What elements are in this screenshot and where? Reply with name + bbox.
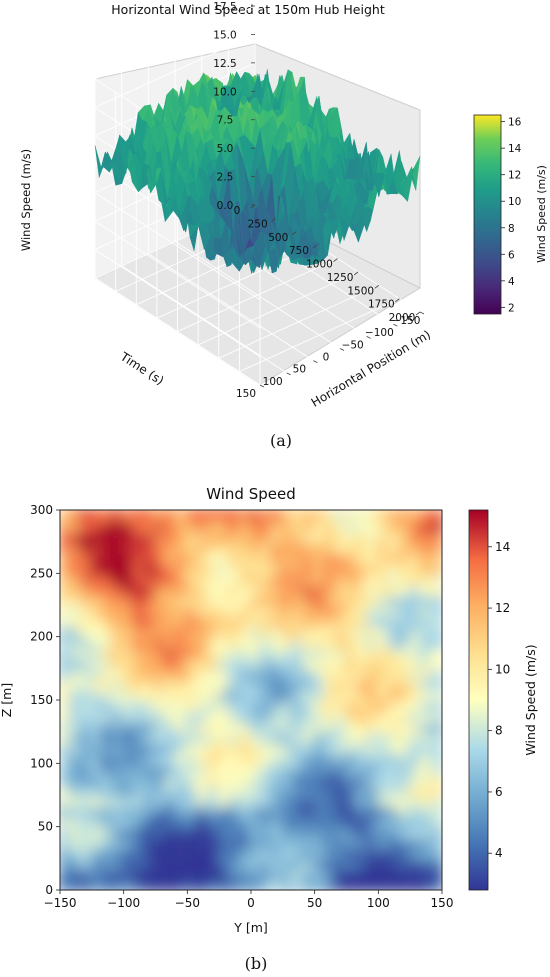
colorbar-a [473,114,502,315]
position-tick-mark [339,348,345,351]
position-tick-mark [259,384,265,388]
time-tick-mark [292,231,297,236]
heatmap-y-tick-label: 0 [45,883,53,897]
colorbar-a-tick-label: 14 [508,143,522,155]
time-tick-mark [271,218,276,222]
heatmap-y-tick-label: 300 [30,503,53,517]
z-tick-label: 2.5 [217,172,234,184]
z-tick-label: 10.0 [213,86,236,98]
position-tick-mark [366,335,371,339]
heatmap-cells [60,510,442,890]
colorbar-a-tick-label: 8 [508,223,515,235]
z-tick-label: 15.0 [213,29,236,41]
panel-a-label: (a) [270,431,292,450]
time-tick-label: 500 [268,232,288,244]
z-tick-label: 0.0 [217,200,234,212]
heatmap-y-tick-label: 250 [30,566,53,580]
z-axis-ticks: 0.0 2.5 5.0 7.5 10.0 12.5 15.0 17.5 [213,1,255,212]
colorbar-a-tick-label: 16 [508,117,522,129]
colorbar-a-tick-label: 12 [508,170,521,182]
time-tick-label: 1000 [306,259,333,271]
colorbar-b [468,509,489,891]
heatmap-x-tick-label: 100 [367,896,390,910]
colorbar-b-tick-label: 10 [495,662,510,676]
heatmap-y-ticks: 0 50 100 150 200 250 300 [30,503,60,897]
time-axis-label: Time (s) [117,349,166,388]
position-tick-mark [419,311,425,315]
colorbar-a-tick-label: 2 [508,302,515,314]
heatmap-y-label: Z [m] [0,683,14,717]
z-tick-label: 17.5 [213,1,236,13]
colorbar-b-ticks: 4 6 8 10 12 14 [488,540,510,860]
time-tick-mark [312,244,318,249]
position-tick-label: −100 [365,327,394,339]
time-tick-label: 1250 [327,272,354,284]
wind-surface [94,69,421,274]
colorbar-a-tick-label: 10 [508,196,521,208]
chart-a: Horizontal Wind Speed at 150m Hub Height… [19,1,548,450]
time-tick-mark [353,271,359,276]
position-axis-ticks: −150−100−50 0 50 100 150 [236,311,425,400]
position-tick-mark [286,372,291,376]
colorbar-b-tick-label: 4 [495,846,503,860]
heatmap-x-tick-label: 0 [247,896,255,910]
heatmap-cell [429,510,442,523]
heatmap-y-tick-label: 200 [30,630,53,644]
position-tick-mark [393,323,398,327]
time-tick-mark [395,298,400,302]
z-tick-label: 5.0 [217,143,234,155]
heatmap-y-tick-label: 50 [38,820,53,834]
time-tick-label: 0 [234,205,241,217]
time-tick-mark [250,204,256,209]
heatmap-x-label: Y [m] [233,920,268,935]
heatmap-x-tick-label: −150 [44,896,77,910]
surface-facet [94,145,106,178]
z-tick-label: 12.5 [213,58,236,70]
colorbar-b-tick-label: 8 [495,724,503,738]
time-tick-label: 1750 [368,299,395,311]
colorbar-b-tick-label: 12 [495,601,510,615]
chart-b: Wind Speed −150 −100 −50 0 50 100 150 0 50 100 15… [0,485,538,973]
panel-b-label: (b) [245,954,268,973]
time-tick-mark [374,284,379,289]
position-tick-label: 150 [236,388,256,400]
position-tick-label: −150 [392,315,421,327]
colorbar-a-tick-label: 4 [508,276,515,288]
time-tick-mark [333,258,338,262]
z-tick-label: 7.5 [217,115,234,127]
colorbar-b-tick-label: 6 [495,785,503,799]
heatmap-y-tick-label: 100 [30,756,53,770]
heatmap-x-tick-label: −100 [107,896,140,910]
heatmap-y-tick-label: 150 [30,693,53,707]
heatmap-x-tick-label: 150 [431,896,454,910]
colorbar-a-ticks: 2 4 6 8 10 12 14 16 [501,117,522,314]
time-tick-label: 750 [289,245,309,257]
heatmap-x-ticks: −150 −100 −50 0 50 100 150 [44,890,454,910]
position-tick-label: −50 [342,339,364,351]
position-tick-label: 0 [323,352,330,364]
z-axis-label: Wind Speed (m/s) [19,149,33,251]
colorbar-a-tick-label: 6 [508,249,515,261]
time-tick-mark [415,311,421,316]
chart-b-title: Wind Speed [206,485,296,503]
position-tick-label: 100 [263,376,283,388]
colorbar-b-label: Wind Speed (m/s) [523,644,538,755]
colorbar-b-tick-label: 14 [495,540,510,554]
time-tick-label: 2000 [389,312,416,324]
position-tick-mark [313,360,318,364]
heatmap-x-tick-label: −50 [175,896,200,910]
colorbar-a-label: Wind Speed (m/s) [535,165,548,263]
time-tick-label: 1500 [347,285,374,297]
position-tick-label: 50 [293,364,306,376]
time-tick-label: 250 [248,218,268,230]
heatmap-x-tick-label: 50 [307,896,322,910]
